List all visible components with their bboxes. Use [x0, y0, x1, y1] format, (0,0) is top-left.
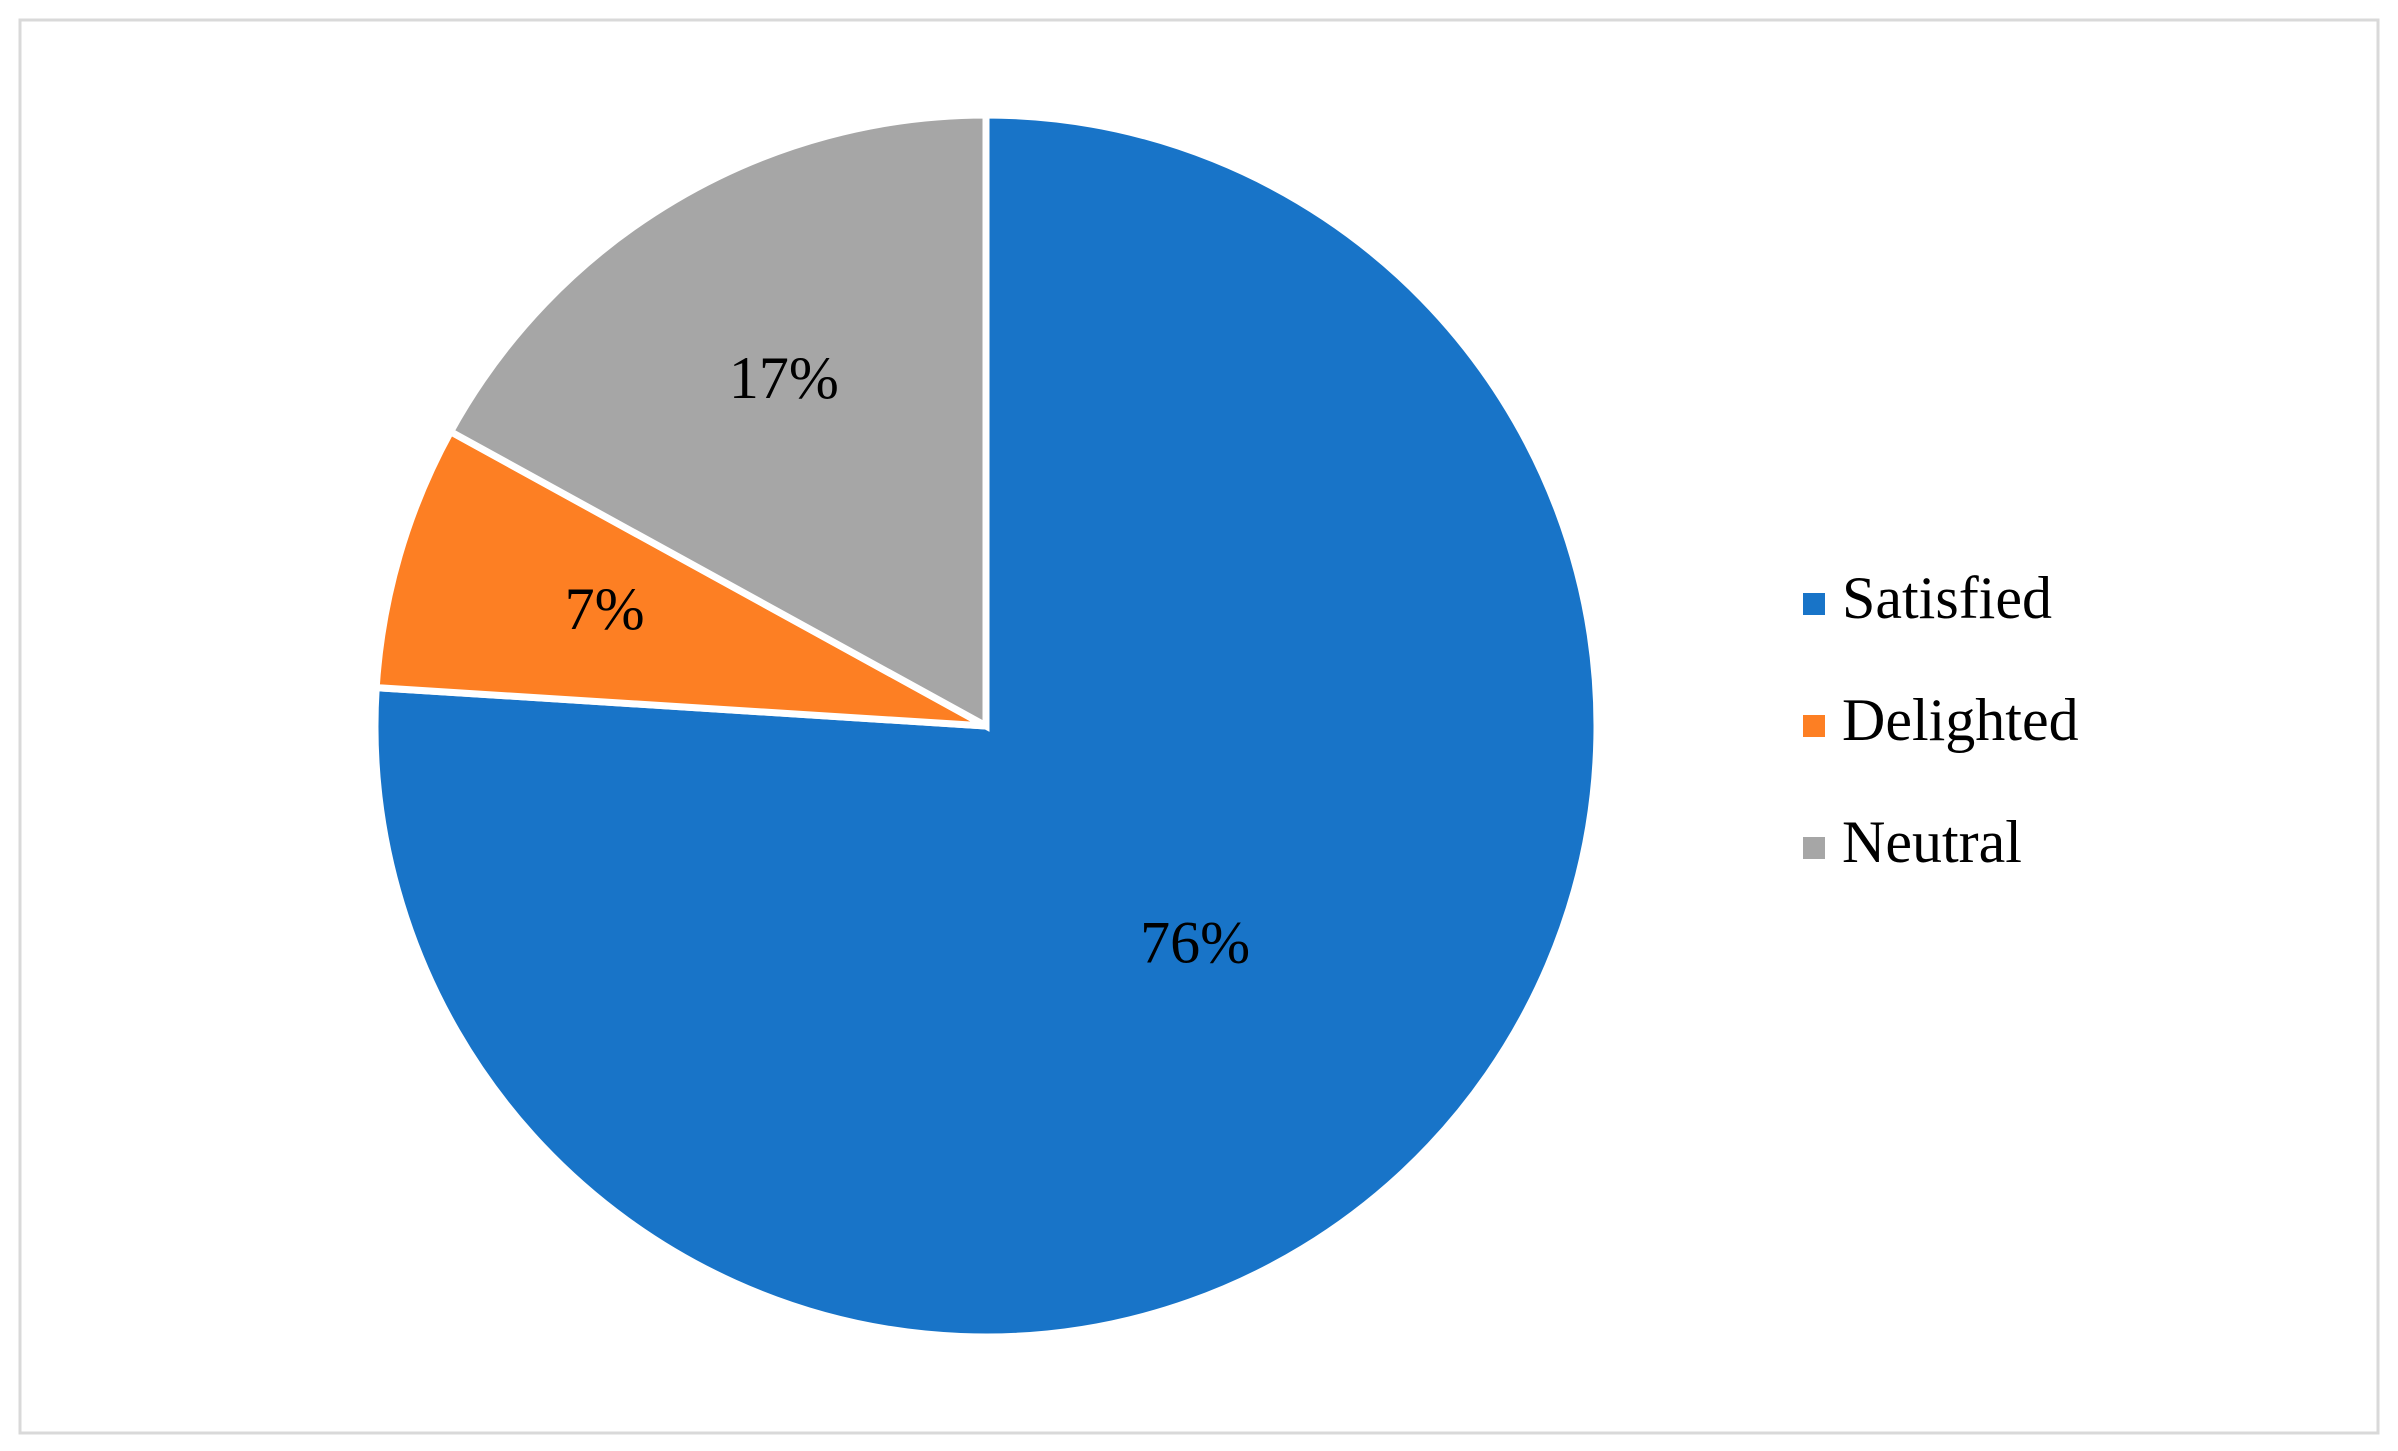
legend-label: Delighted: [1842, 687, 2079, 753]
legend-label: Neutral: [1842, 809, 2022, 875]
pie-slice: [372, 426, 988, 730]
data-label: 17%: [729, 345, 839, 411]
legend-swatch: [1803, 593, 1825, 615]
legend-label: Satisfied: [1842, 565, 2052, 631]
data-label: 7%: [565, 576, 645, 642]
legend-swatch: [1803, 837, 1825, 859]
pie-slice: [445, 111, 990, 732]
data-label: 76%: [1140, 909, 1250, 975]
legend-swatch: [1803, 715, 1825, 737]
pie-slice: [371, 111, 1601, 1341]
